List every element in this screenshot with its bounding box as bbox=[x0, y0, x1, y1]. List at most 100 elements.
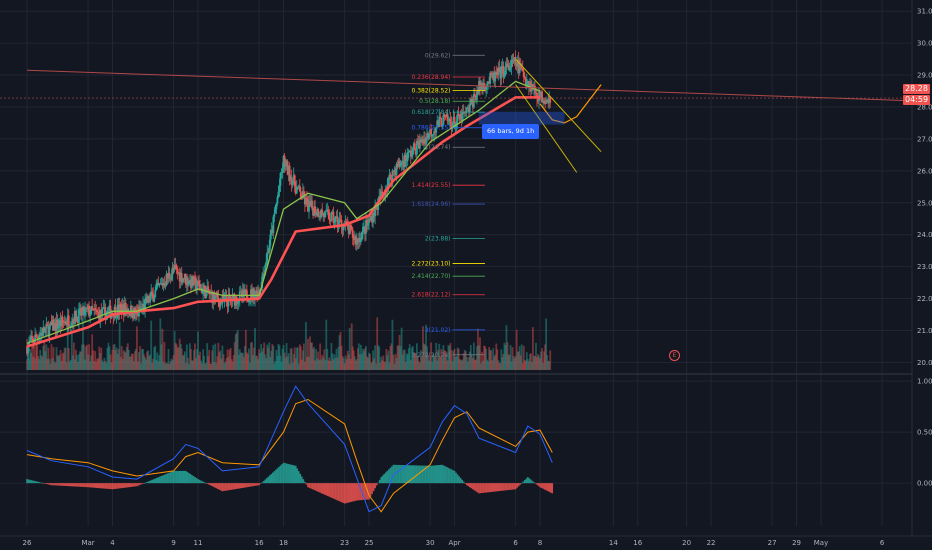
volume-bar bbox=[224, 361, 227, 370]
candle-body bbox=[503, 75, 506, 78]
macd-histogram-bar bbox=[272, 472, 274, 484]
candle-body bbox=[431, 134, 434, 137]
candle-body bbox=[189, 279, 192, 288]
volume-bar bbox=[423, 343, 425, 370]
macd-histogram-bar bbox=[313, 483, 315, 490]
macd-histogram-bar bbox=[386, 470, 389, 484]
volume-bar bbox=[79, 351, 81, 370]
macd-histogram-bar bbox=[128, 483, 131, 488]
volume-bar bbox=[332, 359, 335, 370]
volume-bar bbox=[293, 347, 296, 370]
volume-bar bbox=[372, 350, 375, 370]
candle-body bbox=[176, 269, 179, 274]
candle-body bbox=[388, 174, 391, 178]
volume-bar bbox=[301, 350, 304, 370]
volume-bar bbox=[494, 354, 497, 370]
candle-body bbox=[113, 306, 116, 318]
macd-histogram-bar bbox=[186, 471, 189, 484]
macd-histogram-bar bbox=[224, 483, 227, 491]
last-price-badge: 28.28 bbox=[903, 84, 930, 94]
macd-histogram-bar bbox=[203, 482, 205, 484]
volume-bar bbox=[48, 358, 51, 370]
macd-histogram-bar bbox=[94, 483, 97, 488]
volume-bar bbox=[85, 346, 87, 370]
macd-histogram-bar bbox=[101, 483, 103, 489]
fib-level-label: 2.414(22.70) bbox=[411, 273, 450, 280]
volume-bar bbox=[445, 354, 448, 370]
volume-bar bbox=[339, 332, 342, 370]
macd-histogram-bar bbox=[415, 465, 418, 484]
fib-level-label: 0.786(27.35) bbox=[411, 125, 450, 132]
candle-body bbox=[325, 209, 328, 212]
macd-histogram-bar bbox=[284, 463, 286, 484]
candle-body bbox=[153, 297, 156, 302]
volume-bar bbox=[539, 358, 541, 370]
candle-body bbox=[290, 177, 293, 186]
macd-histogram-bar bbox=[290, 464, 292, 484]
macd-histogram-bar bbox=[383, 473, 386, 484]
volume-bar bbox=[64, 348, 67, 370]
macd-histogram-bar bbox=[32, 480, 34, 484]
volume-bar bbox=[546, 355, 549, 370]
volume-bar bbox=[467, 357, 470, 370]
candle-body bbox=[293, 175, 296, 187]
volume-bar bbox=[235, 332, 238, 370]
ema-slow-line bbox=[26, 96, 540, 348]
volume-bar bbox=[59, 350, 62, 370]
volume-bar bbox=[189, 349, 192, 370]
candle-body bbox=[351, 229, 354, 238]
volume-bar bbox=[493, 356, 496, 370]
volume-bar bbox=[160, 344, 163, 370]
earnings-event-marker[interactable]: E bbox=[669, 350, 680, 361]
volume-bar bbox=[330, 342, 333, 370]
candle-body bbox=[412, 143, 415, 149]
candle-body bbox=[71, 319, 74, 323]
macd-histogram-bar bbox=[505, 483, 508, 491]
candle-body bbox=[485, 85, 487, 91]
candle-body bbox=[507, 64, 510, 70]
macd-histogram-bar bbox=[507, 483, 509, 491]
macd-histogram-bar bbox=[456, 474, 459, 484]
macd-histogram-bar bbox=[479, 483, 482, 494]
volume-bar bbox=[143, 354, 145, 370]
macd-histogram-bar bbox=[201, 481, 204, 484]
macd-histogram-bar bbox=[322, 483, 325, 495]
volume-bars bbox=[26, 317, 552, 370]
volume-bar bbox=[344, 355, 347, 370]
macd-histogram-bar bbox=[168, 472, 170, 484]
volume-bar bbox=[349, 358, 352, 370]
macd-histogram-bar bbox=[249, 483, 251, 487]
volume-bar bbox=[171, 360, 174, 370]
volume-bar bbox=[51, 358, 54, 370]
macd-histogram-bar bbox=[273, 471, 276, 484]
volume-bar bbox=[136, 326, 138, 370]
candle-body bbox=[544, 103, 547, 105]
candle-body bbox=[124, 302, 127, 311]
volume-bar bbox=[50, 344, 53, 370]
macd-histogram-bar bbox=[542, 483, 544, 489]
volume-bar bbox=[87, 354, 89, 370]
price-axis-label: 20.00 bbox=[917, 359, 932, 367]
candle-body bbox=[145, 297, 147, 300]
time-axis-label: 26 bbox=[23, 539, 32, 547]
time-axis-label: 30 bbox=[426, 539, 435, 547]
volume-bar bbox=[118, 322, 121, 370]
candle-body bbox=[414, 149, 417, 155]
volume-bar bbox=[487, 361, 490, 370]
candle-body bbox=[519, 63, 522, 70]
macd-histogram-bar bbox=[296, 468, 299, 484]
macd-histogram-bar bbox=[323, 483, 326, 495]
candle-body bbox=[117, 304, 120, 314]
candle-body bbox=[213, 291, 216, 300]
volume-bar bbox=[238, 349, 241, 370]
volume-bar bbox=[495, 343, 498, 370]
macd-histogram-bar bbox=[181, 470, 184, 484]
macd-histogram-bar bbox=[453, 470, 456, 484]
volume-bar bbox=[455, 356, 458, 370]
volume-bar bbox=[439, 356, 442, 370]
candle-body bbox=[186, 277, 189, 286]
macd-histogram-bar bbox=[444, 466, 447, 484]
volume-bar bbox=[71, 355, 74, 370]
macd-histogram-bar bbox=[55, 483, 57, 486]
